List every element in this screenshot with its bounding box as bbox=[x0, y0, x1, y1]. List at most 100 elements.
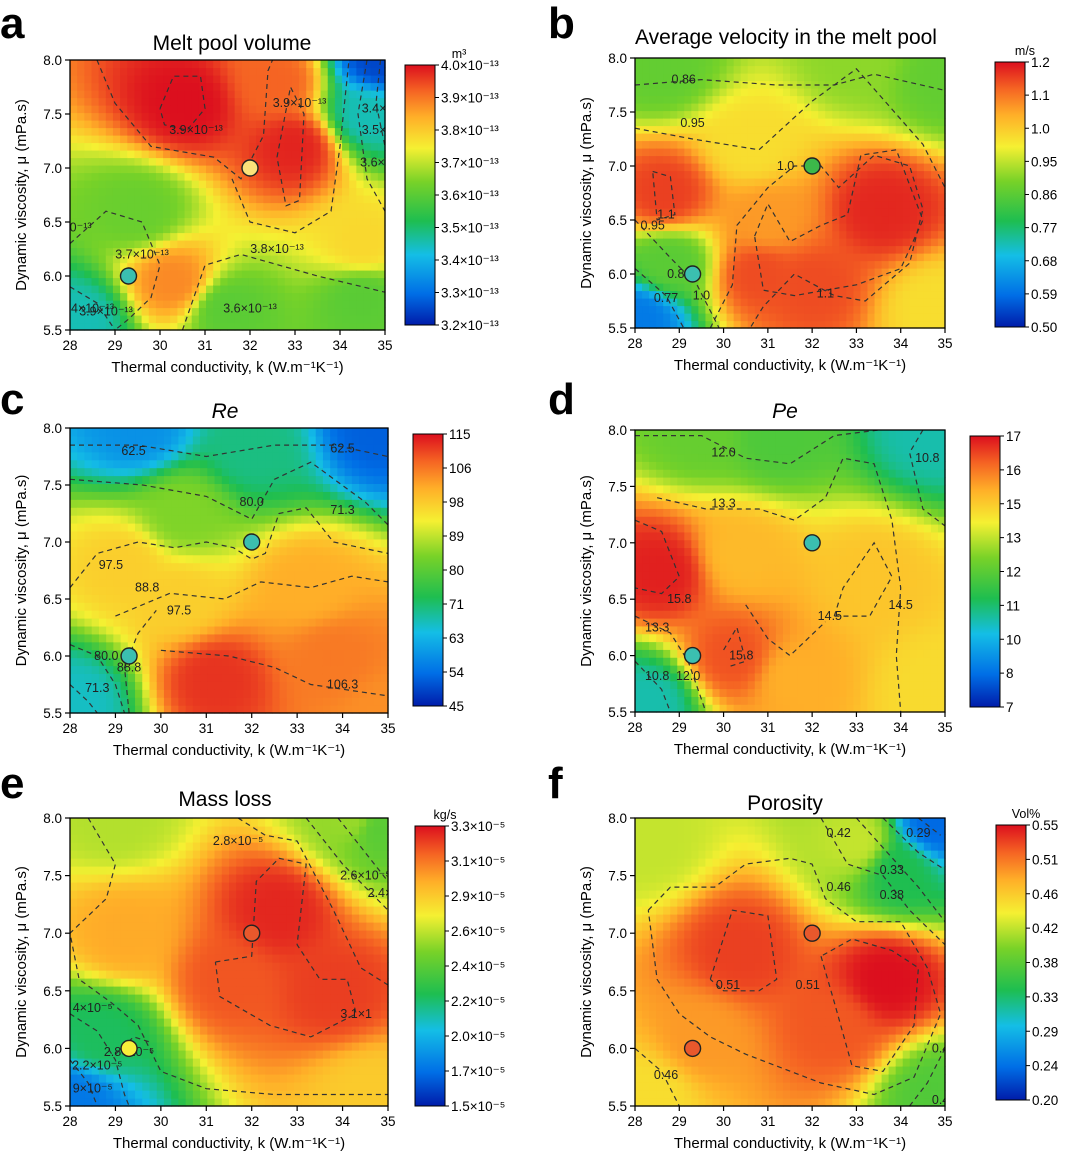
heatmap-cell bbox=[776, 276, 784, 284]
heatmap-cell bbox=[875, 141, 883, 149]
chart-title: Re bbox=[212, 400, 239, 423]
heatmap-cell bbox=[896, 126, 904, 134]
heatmap-cell bbox=[301, 578, 309, 587]
heatmap-cell bbox=[903, 283, 911, 291]
heatmap-cell bbox=[896, 238, 904, 246]
heatmap-cell bbox=[797, 306, 805, 314]
heatmap-cell bbox=[294, 476, 302, 485]
heatmap-cell bbox=[106, 120, 114, 128]
heatmap-cell bbox=[306, 233, 314, 241]
heatmap-cell bbox=[164, 436, 172, 445]
heatmap-cell bbox=[70, 618, 78, 627]
heatmap-cell bbox=[839, 133, 847, 141]
heatmap-cell bbox=[251, 610, 259, 619]
heatmap-cell bbox=[670, 156, 678, 164]
heatmap-cell bbox=[185, 158, 193, 166]
heatmap-cell bbox=[371, 218, 379, 226]
heatmap-cell bbox=[818, 268, 826, 276]
heatmap-cell bbox=[280, 436, 288, 445]
heatmap-cell bbox=[171, 563, 179, 572]
heatmap-cell bbox=[99, 483, 107, 492]
heatmap-cell bbox=[149, 225, 157, 233]
heatmap-cell bbox=[790, 298, 798, 306]
heatmap-cell bbox=[642, 73, 650, 81]
heatmap-cell bbox=[903, 268, 911, 276]
heatmap-cell bbox=[776, 141, 784, 149]
heatmap-cell bbox=[797, 283, 805, 291]
heatmap-cell bbox=[170, 270, 178, 278]
heatmap-cell bbox=[193, 507, 201, 516]
heatmap-cell bbox=[135, 642, 143, 651]
heatmap-cell bbox=[171, 460, 179, 469]
heatmap-cell bbox=[359, 539, 367, 548]
heatmap-cell bbox=[215, 634, 223, 643]
heatmap-cell bbox=[287, 666, 295, 675]
heatmap-cell bbox=[77, 547, 85, 556]
heatmap-cell bbox=[127, 120, 135, 128]
heatmap-cell bbox=[113, 460, 121, 469]
heatmap-cell bbox=[649, 253, 657, 261]
heatmap-cell bbox=[178, 499, 186, 508]
heatmap-cell bbox=[243, 697, 251, 706]
heatmap-cell bbox=[235, 143, 243, 151]
heatmap-cell bbox=[287, 523, 295, 532]
heatmap-cell bbox=[258, 610, 266, 619]
heatmap-cell bbox=[924, 306, 932, 314]
heatmap-cell bbox=[762, 73, 770, 81]
heatmap-cell bbox=[839, 231, 847, 239]
x-tick-label: 28 bbox=[62, 721, 77, 736]
heatmap-cell bbox=[229, 705, 237, 714]
heatmap-cell bbox=[171, 689, 179, 698]
heatmap-cell bbox=[762, 148, 770, 156]
heatmap-cell bbox=[127, 233, 135, 241]
heatmap-cell bbox=[285, 300, 293, 308]
heatmap-cell bbox=[229, 428, 237, 437]
heatmap-cell bbox=[84, 499, 92, 508]
heatmap-cell bbox=[811, 276, 819, 284]
heatmap-cell bbox=[323, 578, 331, 587]
heatmap-cell bbox=[352, 555, 360, 564]
heatmap-cell bbox=[127, 180, 135, 188]
heatmap-cell bbox=[713, 208, 721, 216]
heatmap-cell bbox=[258, 697, 266, 706]
heatmap-cell bbox=[142, 105, 150, 113]
heatmap-cell bbox=[337, 491, 345, 500]
heatmap-cell bbox=[748, 66, 756, 74]
heatmap-cell bbox=[178, 468, 186, 477]
heatmap-cell bbox=[797, 208, 805, 216]
heatmap-cell bbox=[213, 188, 221, 196]
heatmap-cell bbox=[797, 193, 805, 201]
heatmap-cell bbox=[345, 610, 353, 619]
heatmap-cell bbox=[91, 150, 99, 158]
heatmap-cell bbox=[635, 96, 643, 104]
heatmap-cell bbox=[910, 201, 918, 209]
heatmap-cell bbox=[200, 571, 208, 580]
heatmap-cell bbox=[663, 73, 671, 81]
heatmap-cell bbox=[734, 276, 742, 284]
heatmap-cell bbox=[301, 476, 309, 485]
colorbar bbox=[413, 434, 443, 706]
heatmap-cell bbox=[359, 563, 367, 572]
heatmap-cell bbox=[120, 120, 128, 128]
heatmap-cell bbox=[215, 515, 223, 524]
heatmap-cell bbox=[229, 444, 237, 453]
heatmap-cell bbox=[287, 705, 295, 714]
heatmap-cell bbox=[299, 210, 307, 218]
heatmap-cell bbox=[649, 81, 657, 89]
heatmap-cell bbox=[113, 626, 121, 635]
heatmap-cell bbox=[163, 113, 171, 121]
heatmap-cell bbox=[903, 223, 911, 231]
heatmap-cell bbox=[860, 88, 868, 96]
heatmap-cell bbox=[889, 88, 897, 96]
heatmap-cell bbox=[70, 666, 78, 675]
heatmap-cell bbox=[200, 563, 208, 572]
heatmap-cell bbox=[875, 231, 883, 239]
heatmap-cell bbox=[142, 278, 150, 286]
heatmap-cell bbox=[349, 90, 357, 98]
heatmap-cell bbox=[213, 218, 221, 226]
heatmap-cell bbox=[910, 118, 918, 126]
heatmap-cell bbox=[342, 225, 350, 233]
heatmap-cell bbox=[135, 507, 143, 516]
heatmap-cell bbox=[256, 150, 264, 158]
heatmap-cell bbox=[142, 689, 150, 698]
